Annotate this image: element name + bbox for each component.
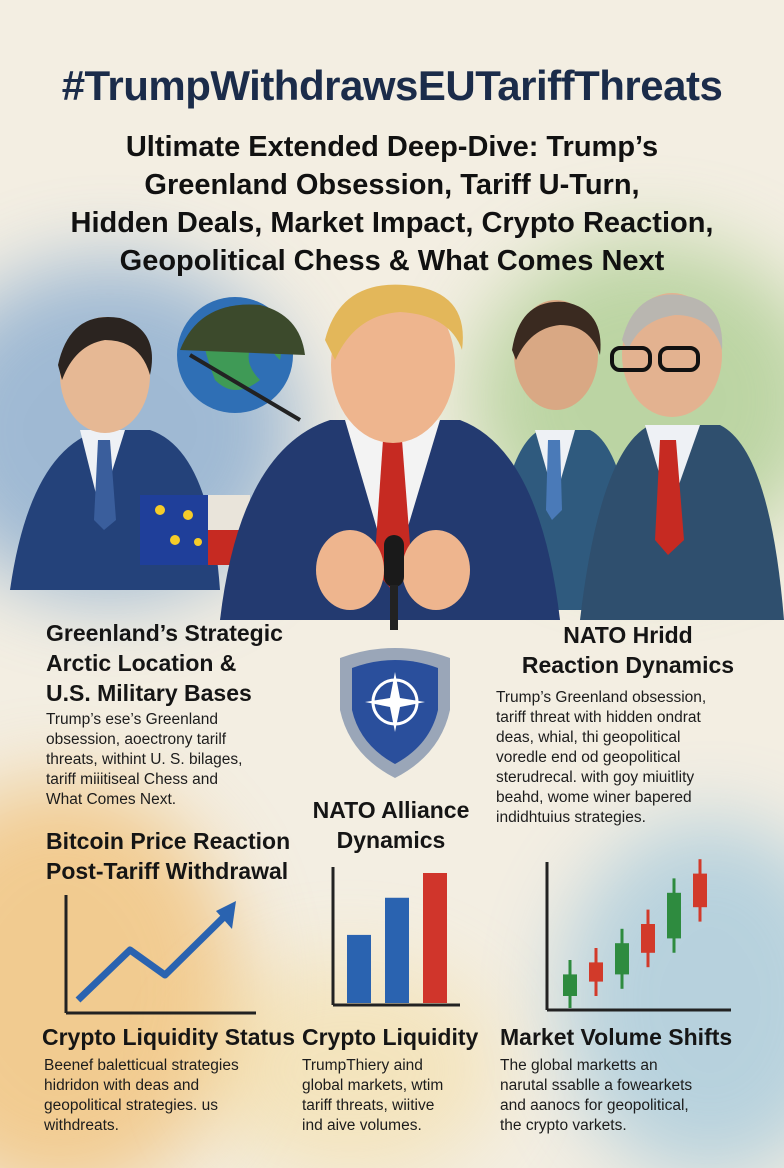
nato-alliance-title: NATO Alliance Dynamics bbox=[296, 795, 486, 855]
subtitle: Ultimate Extended Deep-Dive: Trump’s Gre… bbox=[0, 128, 784, 280]
globe-icon bbox=[177, 297, 305, 422]
bitcoin-trend-chart bbox=[64, 895, 256, 1015]
nato-bar-chart bbox=[331, 867, 460, 1007]
nato-hridd-body-line: sterudrecal. with goy miuitlity bbox=[496, 769, 695, 786]
nato-hridd-title-line: NATO Hridd bbox=[563, 622, 693, 648]
bitcoin-title-line: Post-Tariff Withdrawal bbox=[46, 858, 289, 884]
candle-body bbox=[641, 924, 655, 953]
greenland-title-line: Arctic Location & bbox=[46, 650, 237, 676]
subtitle-line: Geopolitical Chess & What Comes Next bbox=[119, 245, 665, 277]
subtitle-line: Hidden Deals, Market Impact, Crypto Reac… bbox=[70, 207, 714, 239]
market-candlestick-chart bbox=[545, 859, 731, 1012]
crypto-liquidity-title: Crypto Liquidity bbox=[302, 1024, 479, 1050]
hashtag-title: #TrumpWithdrawsEUTariffThreats bbox=[61, 62, 723, 109]
bitcoin-title: Bitcoin Price Reaction Post-Tariff Withd… bbox=[46, 826, 290, 886]
greenland-body-line: What Comes Next. bbox=[46, 791, 177, 808]
nato-hridd-body-line: tariff threat with hidden ondrat bbox=[496, 709, 701, 726]
crypto-status-title: Crypto Liquidity Status bbox=[42, 1024, 295, 1050]
nato-hridd-body-line: deas, whial, thi geopolitical bbox=[496, 729, 681, 746]
market-volume-body-line: and aanocs for geopolitical, bbox=[500, 1097, 689, 1114]
crypto-status-body: Beenef baletticual strategies hidridon w… bbox=[44, 1056, 294, 1136]
nato-shield-icon bbox=[340, 648, 450, 778]
nato-alliance-title-line: Dynamics bbox=[336, 827, 446, 853]
right-leader-figure-2 bbox=[580, 293, 784, 620]
nato-hridd-body-line: beahd, wome winer bapered bbox=[496, 789, 692, 806]
nato-hridd-body-line: Trump’s Greenland obsession, bbox=[496, 689, 707, 706]
bar bbox=[423, 873, 447, 1003]
trend-arrow-icon bbox=[75, 910, 231, 1003]
crypto-liquidity-body-line: tariff threats, wiitive bbox=[302, 1097, 435, 1114]
crypto-liquidity-body: TrumpThiery aind global markets, wtim ta… bbox=[302, 1056, 492, 1136]
leaders-illustration bbox=[10, 284, 784, 630]
candle-body bbox=[615, 943, 629, 975]
nato-alliance-title-line: NATO Alliance bbox=[312, 797, 470, 823]
greenland-body: Trump’s ese’s Greenland obsession, aoect… bbox=[46, 710, 316, 810]
crypto-status-body-line: geopolitical strategies. us bbox=[44, 1097, 219, 1114]
candle-body bbox=[563, 974, 577, 996]
market-volume-body: The global marketts an narutal ssablle a… bbox=[500, 1056, 750, 1136]
nato-hridd-title: NATO Hridd Reaction Dynamics bbox=[498, 620, 758, 680]
greenland-body-line: tariff miiitiseal Chess and bbox=[46, 771, 219, 788]
candle-body bbox=[667, 892, 681, 939]
bitcoin-title-line: Bitcoin Price Reaction bbox=[46, 828, 291, 854]
market-volume-title: Market Volume Shifts bbox=[500, 1024, 733, 1050]
greenland-title-line: U.S. Military Bases bbox=[46, 680, 252, 706]
crypto-status-body-line: withdreats. bbox=[44, 1117, 119, 1134]
nato-hridd-title-line: Reaction Dynamics bbox=[521, 652, 735, 678]
subtitle-line: Greenland Obsession, Tariff U-Turn, bbox=[144, 169, 640, 201]
crypto-status-body-line: Beenef baletticual strategies bbox=[44, 1057, 239, 1074]
market-volume-body-line: the crypto varkets. bbox=[500, 1117, 627, 1134]
subtitle-line: Ultimate Extended Deep-Dive: Trump’s bbox=[125, 131, 659, 163]
crypto-status-body-line: hidridon with deas and bbox=[44, 1077, 200, 1094]
crypto-liquidity-body-line: ind aive volumes. bbox=[302, 1117, 422, 1134]
trend-arrowhead bbox=[216, 901, 236, 929]
greenland-body-line: threats, withint U. S. bilages, bbox=[46, 751, 243, 768]
bar bbox=[385, 897, 409, 1003]
crypto-liquidity-body-line: TrumpThiery aind bbox=[302, 1057, 423, 1074]
bar bbox=[347, 934, 371, 1003]
nato-hridd-body-line: voredle end od geopolitical bbox=[496, 749, 681, 766]
market-volume-body-line: The global marketts an bbox=[500, 1057, 658, 1074]
candle-body bbox=[589, 962, 603, 982]
nato-hridd-body: Trump’s Greenland obsession, tariff thre… bbox=[496, 688, 766, 828]
greenland-body-line: obsession, aoectrony tarilf bbox=[46, 731, 227, 748]
greenland-title-line: Greenland’s Strategic bbox=[46, 620, 283, 646]
market-volume-body-line: narutal ssablle a fowearkets bbox=[500, 1077, 693, 1094]
greenland-title: Greenland’s Strategic Arctic Location & … bbox=[46, 618, 283, 708]
candle-body bbox=[693, 873, 707, 908]
greenland-body-line: Trump’s ese’s Greenland bbox=[46, 711, 219, 728]
nato-hridd-body-line: indidhtuius strategies. bbox=[496, 809, 646, 826]
crypto-liquidity-body-line: global markets, wtim bbox=[302, 1077, 444, 1094]
microphone-icon bbox=[384, 535, 404, 630]
